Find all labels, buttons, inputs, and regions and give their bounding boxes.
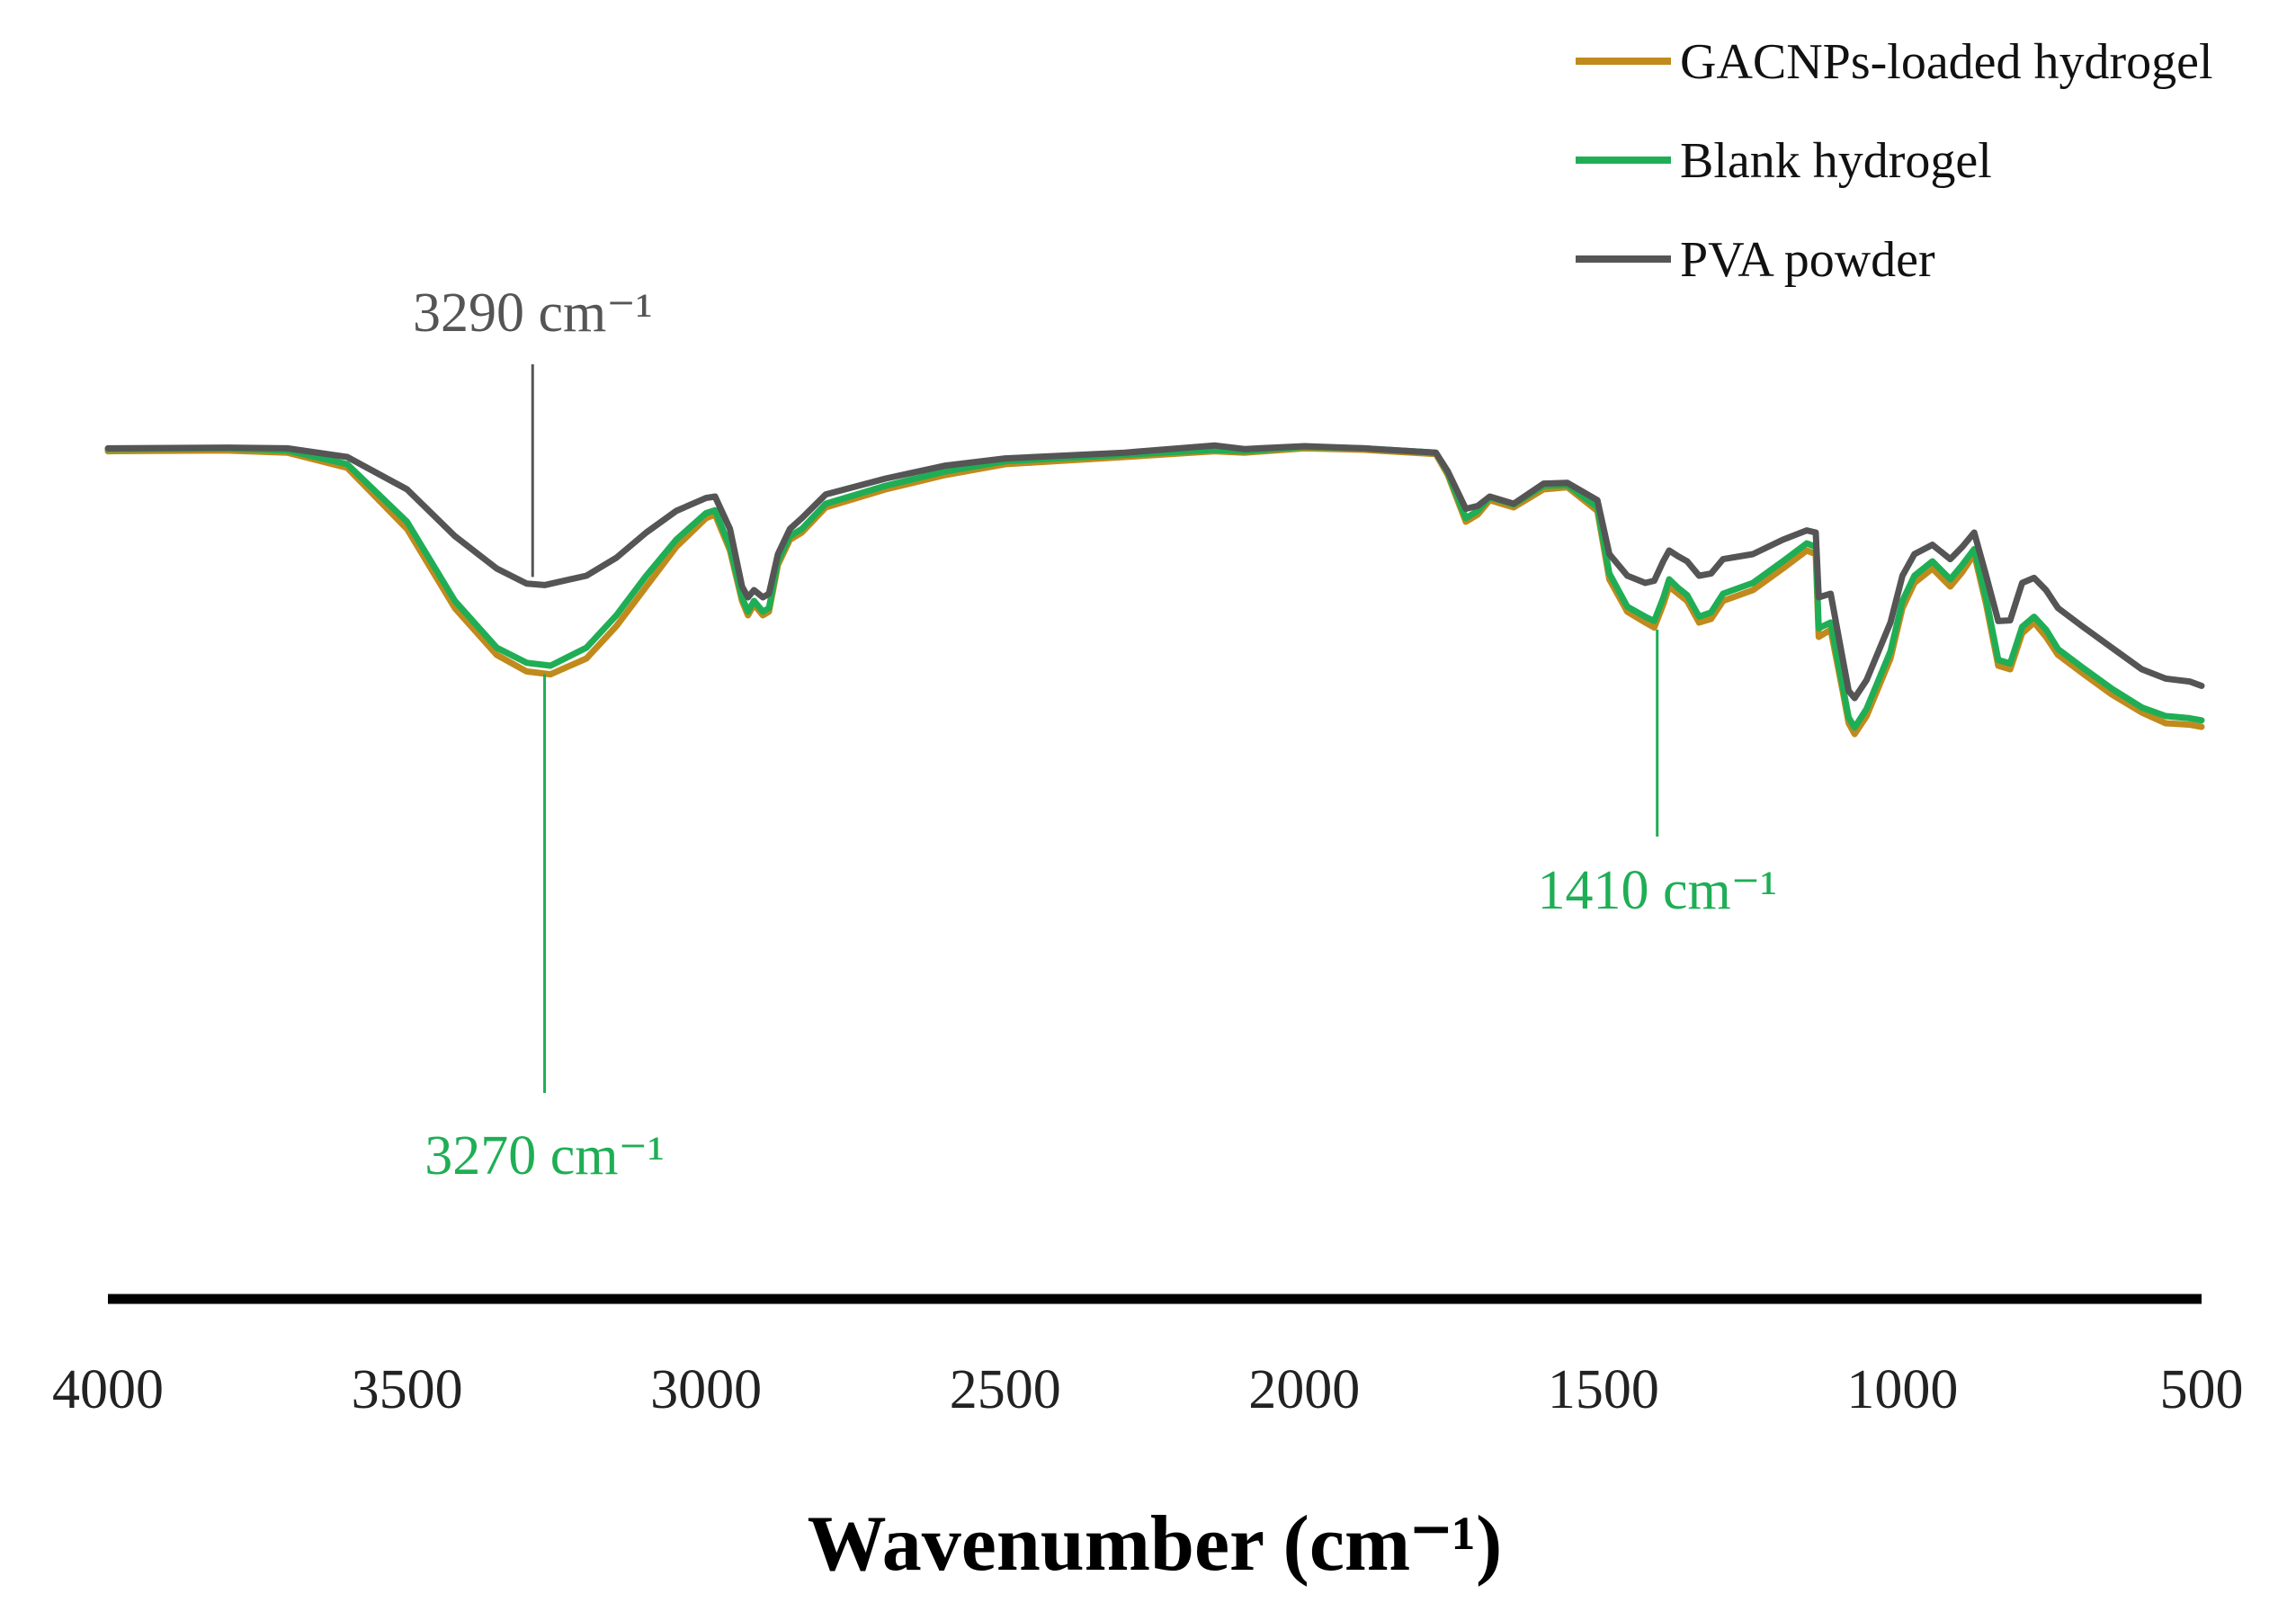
series-layer [108, 445, 2202, 734]
legend: GACNPs-loaded hydrogel Blank hydrogel PVA … [1576, 34, 2213, 288]
x-tick-label-3: 2500 [950, 1359, 1061, 1420]
annotation-layer: 3290 cm⁻¹ 3270 cm⁻¹ 1410 cm⁻¹ [413, 282, 1777, 1187]
x-tick-label-5: 1500 [1548, 1359, 1659, 1420]
x-tick-label-0: 4000 [52, 1359, 164, 1420]
x-tick-label-2: 3000 [650, 1359, 762, 1420]
x-tick-label-4: 2000 [1248, 1359, 1360, 1420]
ftir-chart: 3290 cm⁻¹ 3270 cm⁻¹ 1410 cm⁻¹ 4000 3500 3000… [0, 0, 2296, 1603]
legend-label-0: GACNPs-loaded hydrogel [1680, 34, 2213, 90]
x-tick-label-7: 500 [2160, 1359, 2244, 1420]
legend-label-1: Blank hydrogel [1680, 133, 1992, 189]
annotation-label-0: 3290 cm⁻¹ [413, 282, 653, 344]
x-axis-label: Wavenumber (cm⁻¹) [808, 1500, 1503, 1588]
annotation-label-2: 1410 cm⁻¹ [1537, 860, 1777, 921]
series-line-0 [108, 448, 2202, 734]
legend-label-2: PVA powder [1680, 232, 1935, 288]
x-tick-label-6: 1000 [1846, 1359, 1958, 1420]
series-line-1 [108, 447, 2202, 728]
annotation-label-1: 3270 cm⁻¹ [424, 1125, 665, 1187]
x-tick-label-1: 3500 [352, 1359, 463, 1420]
x-tick-labels: 4000 3500 3000 2500 2000 1500 1000 500 [52, 1359, 2244, 1420]
